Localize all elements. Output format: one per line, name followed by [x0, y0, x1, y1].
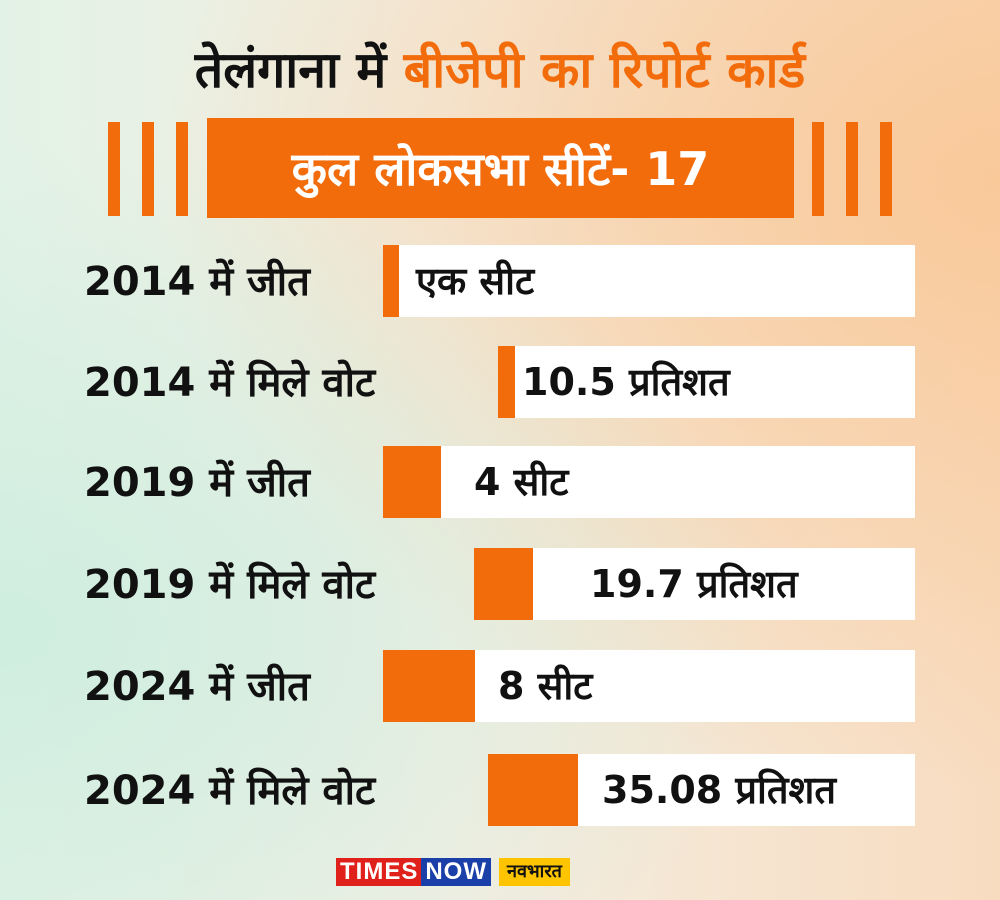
brand-logo: TIMES NOW नवभारत	[336, 858, 570, 886]
bar-track	[488, 754, 915, 826]
bar-track	[498, 346, 915, 418]
bar-value-label: 35.08 प्रतिशत	[602, 768, 837, 812]
chart-row: 2014 में मिले वोट 10.5 प्रतिशत	[0, 346, 1000, 420]
logo-now: NOW	[421, 858, 491, 886]
title-part-2: बीजेपी का रिपोर्ट कार्ड	[403, 41, 806, 99]
subtitle-banner: कुल लोकसभा सीटें- 17	[0, 118, 1000, 218]
bar-track	[383, 446, 915, 518]
bar-fill	[383, 446, 441, 518]
chart-row: 2019 में जीत 4 सीट	[0, 446, 1000, 520]
bar-value-label: 4 सीट	[474, 460, 569, 504]
decorative-stripe	[142, 122, 154, 216]
bar-fill	[474, 548, 533, 620]
bar-value-label: 10.5 प्रतिशत	[522, 360, 730, 404]
chart-row: 2014 में जीत एक सीट	[0, 245, 1000, 319]
row-label: 2014 में मिले वोट	[84, 360, 376, 406]
logo-times: TIMES	[336, 858, 422, 886]
bar-fill	[498, 346, 515, 418]
decorative-stripe	[846, 122, 858, 216]
decorative-stripe	[880, 122, 892, 216]
decorative-stripe	[812, 122, 824, 216]
row-label: 2024 में मिले वोट	[84, 768, 376, 814]
page-title: तेलंगाना में बीजेपी का रिपोर्ट कार्ड	[0, 34, 1000, 102]
bar-track	[383, 245, 915, 317]
subtitle: कुल लोकसभा सीटें- 17	[207, 118, 794, 218]
bar-fill	[383, 245, 399, 317]
decorative-stripe	[108, 122, 120, 216]
title-part-1: तेलंगाना में	[194, 41, 387, 99]
bar-fill	[488, 754, 578, 826]
bar-value-label: एक सीट	[416, 259, 535, 303]
chart-row: 2019 में मिले वोट 19.7 प्रतिशत	[0, 548, 1000, 622]
row-label: 2024 में जीत	[84, 664, 310, 710]
chart-row: 2024 में जीत 8 सीट	[0, 650, 1000, 724]
row-label: 2014 में जीत	[84, 259, 310, 305]
row-label: 2019 में जीत	[84, 460, 310, 506]
bar-fill	[383, 650, 475, 722]
logo-navbharat: नवभारत	[499, 858, 570, 886]
bar-track	[383, 650, 915, 722]
decorative-stripe	[176, 122, 188, 216]
bar-track	[474, 548, 915, 620]
chart-row: 2024 में मिले वोट 35.08 प्रतिशत	[0, 754, 1000, 828]
bar-value-label: 8 सीट	[498, 664, 593, 708]
bar-value-label: 19.7 प्रतिशत	[590, 562, 798, 606]
row-label: 2019 में मिले वोट	[84, 562, 376, 608]
